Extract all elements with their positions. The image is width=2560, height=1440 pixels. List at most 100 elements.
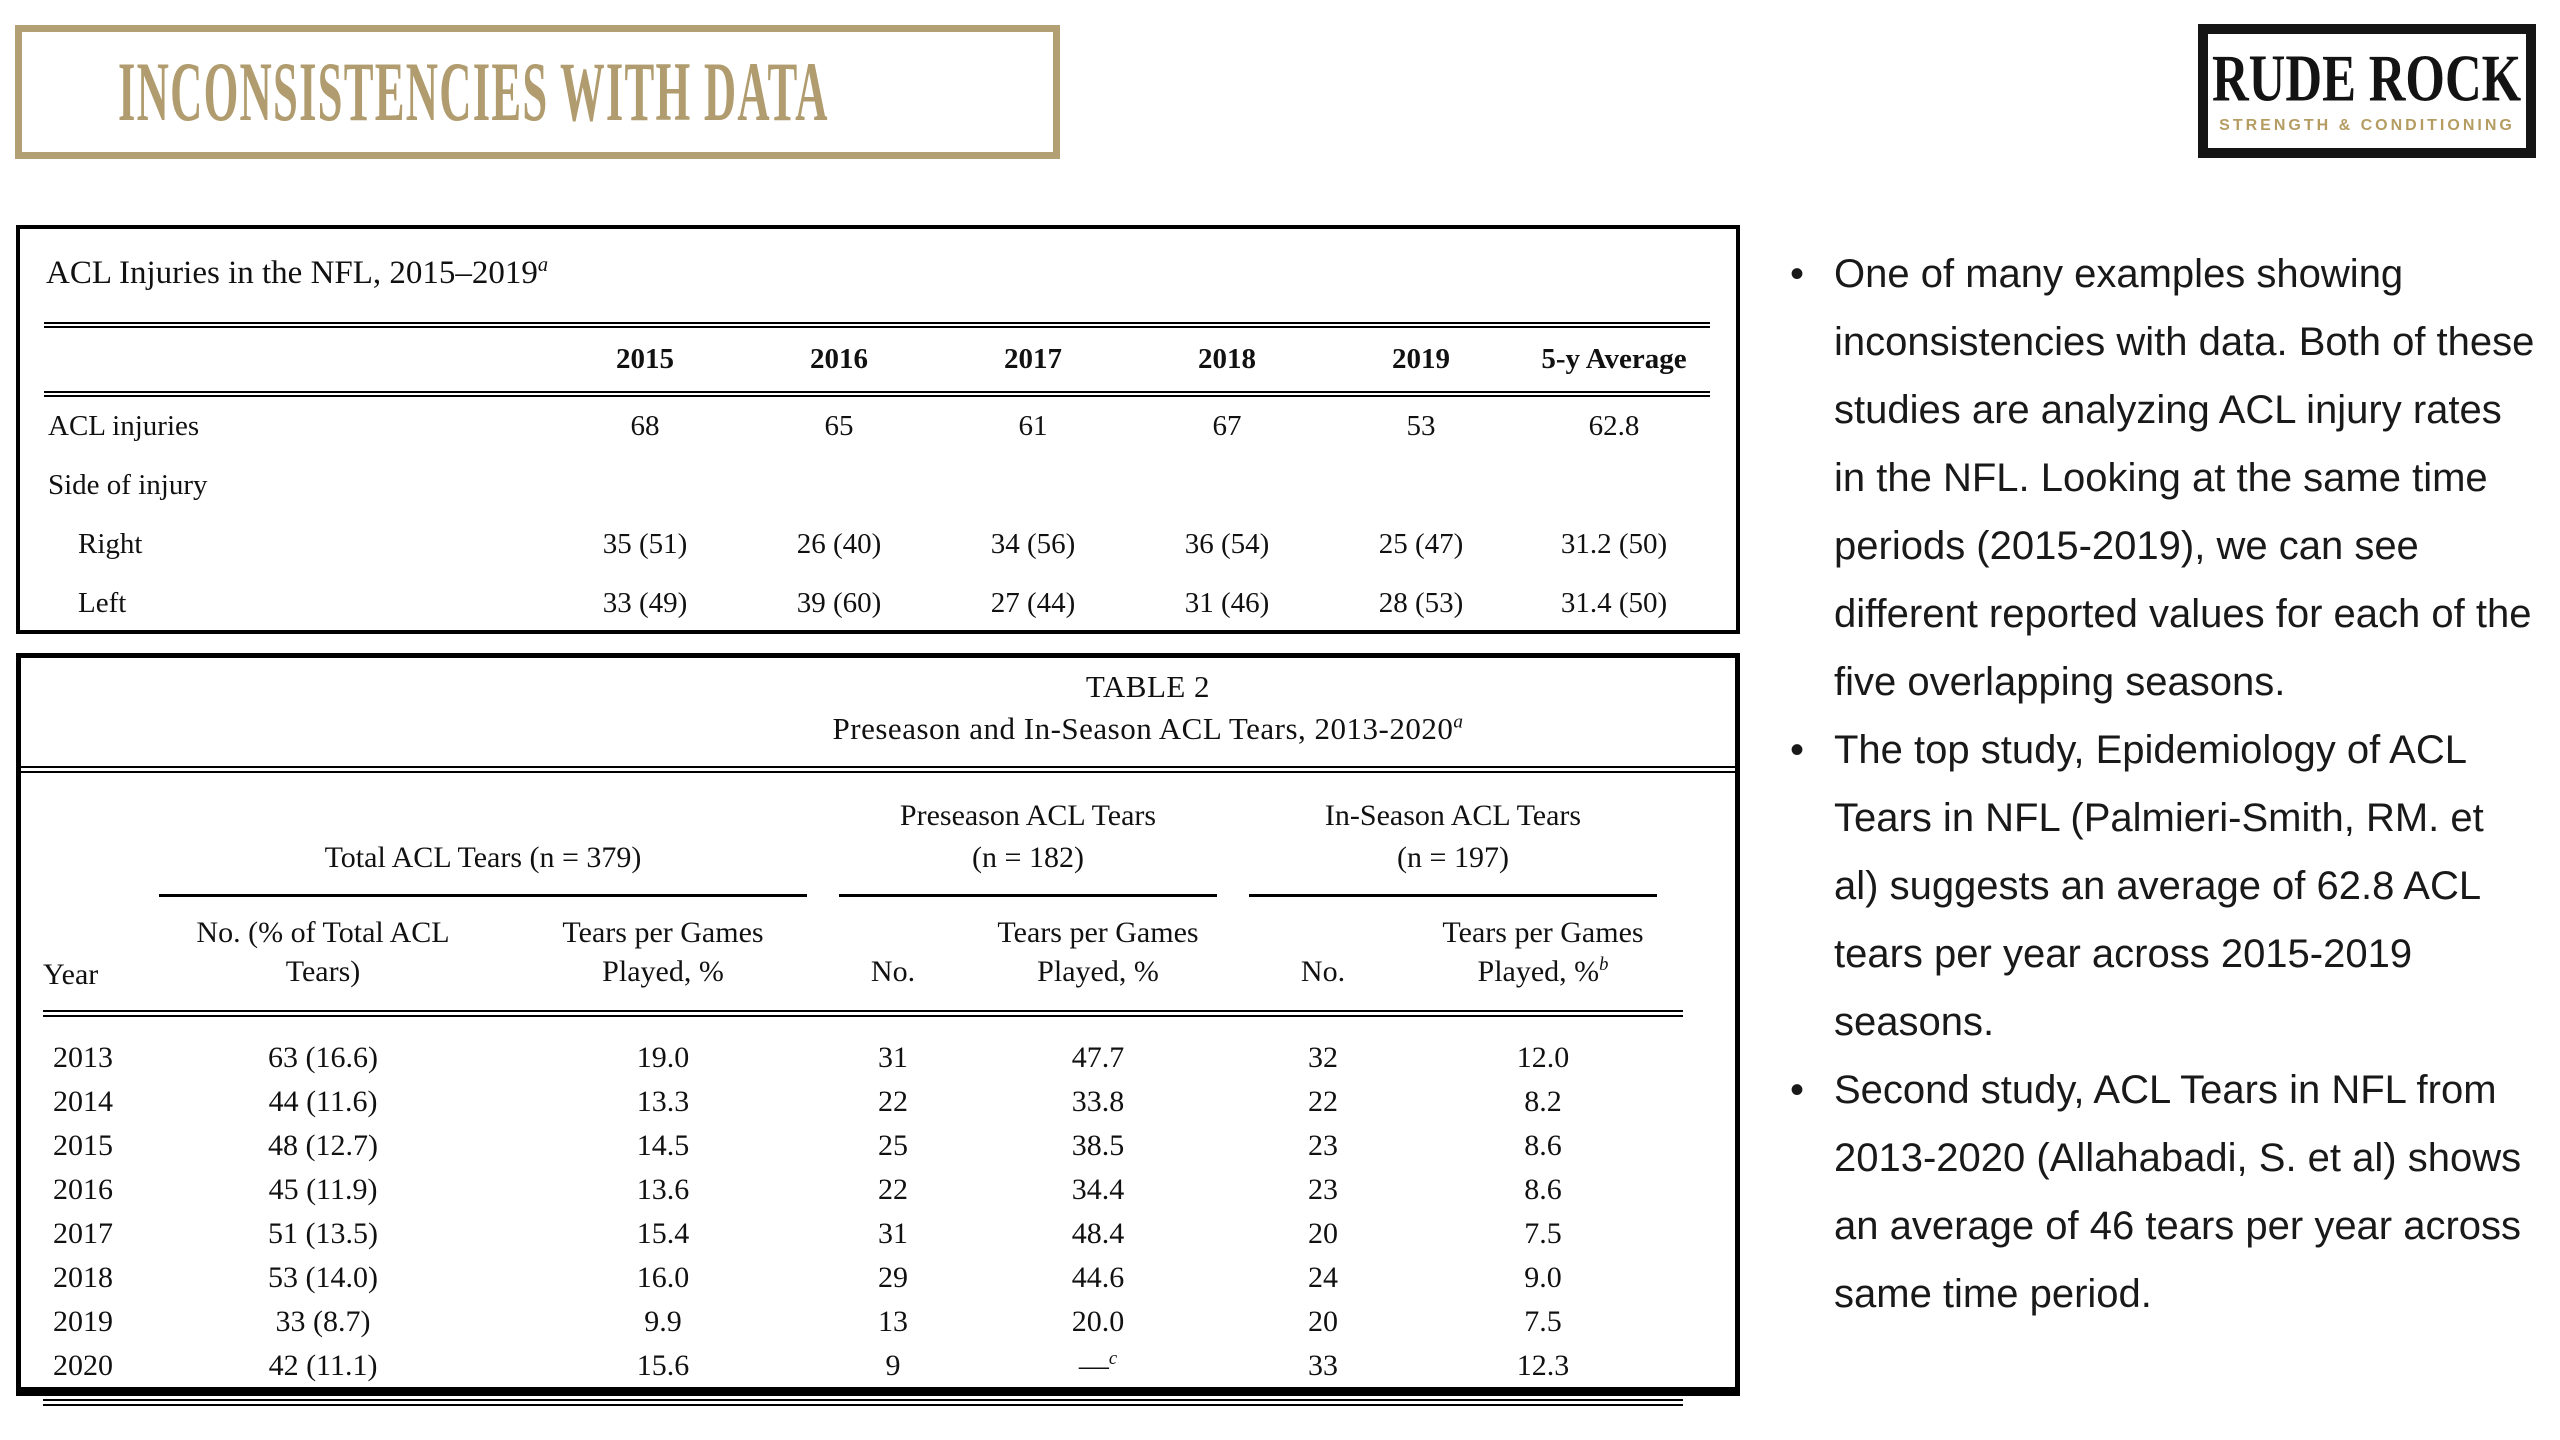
cell: 7.5 xyxy=(1524,1305,1562,1339)
cell: 23 xyxy=(1308,1173,1338,1207)
cell: 35 (51) xyxy=(602,528,688,560)
acl-injuries-table: 2015 2016 2017 2018 2019 5-y Average ACL inju… xyxy=(44,322,1710,633)
row-label: 2017 xyxy=(53,1217,113,1251)
preseason-inseason-table-figure: TABLE 2 Preseason and In-Season ACL Tear… xyxy=(16,653,1740,1403)
cell: 42 (11.1) xyxy=(268,1349,378,1383)
cell: 53 (14.0) xyxy=(268,1261,378,1295)
group-label: Total ACL Tears (n = 379) xyxy=(324,841,642,875)
rude-rock-logo: RUDE ROCK STRENGTH & CONDITIONING xyxy=(2198,24,2536,158)
row-label: 2018 xyxy=(53,1261,113,1295)
table-row: 2020 42 (11.1) 15.6 9 —c 33 12.3 xyxy=(43,1344,1683,1403)
cell: 32 xyxy=(1308,1041,1338,1075)
cell: 20 xyxy=(1308,1305,1338,1339)
cell: 16.0 xyxy=(636,1261,690,1295)
table2-subheader-row: Year No. (% of Total ACL Tears) Tears per … xyxy=(43,896,1683,1018)
acl-injuries-table-figure: ACL Injuries in the NFL, 2015–2019a 2015… xyxy=(16,225,1740,634)
table1-header-row: 2015 2016 2017 2018 2019 5-y Average xyxy=(44,322,1710,397)
column-header: No. xyxy=(833,896,953,1018)
cell: 51 (13.5) xyxy=(268,1217,378,1251)
table-row: 2015 48 (12.7) 14.5 25 38.5 23 8.6 xyxy=(43,1124,1683,1168)
table2-group-row: Total ACL Tears (n = 379) Preseason ACL … xyxy=(43,773,1683,897)
group-label: In-Season ACL Tears xyxy=(1324,798,1582,832)
empty-header-cell xyxy=(43,773,153,897)
cell: 25 (47) xyxy=(1378,528,1464,560)
cell: 31 (46) xyxy=(1184,587,1270,619)
logo-tagline: STRENGTH & CONDITIONING xyxy=(2219,116,2515,134)
cell xyxy=(548,456,742,515)
cell: 20 xyxy=(1308,1217,1338,1251)
table2-body: 2013 63 (16.6) 19.0 31 47.7 32 12.0 2014 44 (11.… xyxy=(43,1014,1683,1403)
cell: 36 (54) xyxy=(1184,528,1270,560)
cell: 26 (40) xyxy=(796,528,882,560)
column-group-header: In-Season ACL Tears (n = 197) xyxy=(1249,795,1657,897)
cell: 65 xyxy=(824,410,854,442)
cell: 7.5 xyxy=(1524,1217,1562,1251)
cell: 8.2 xyxy=(1524,1085,1562,1119)
cell: 63 (16.6) xyxy=(268,1041,378,1075)
cell: 24 xyxy=(1308,1261,1338,1295)
cell: 48.4 xyxy=(1071,1217,1125,1251)
row-label: Right xyxy=(78,528,143,560)
row-label: 2015 xyxy=(53,1129,113,1163)
cell: 33 (49) xyxy=(602,587,688,619)
cell: 13.6 xyxy=(636,1173,690,1207)
note-item: The top study, Epidemiology of ACL Tears… xyxy=(1788,716,2536,1056)
note-item: Second study, ACL Tears in NFL from 2013… xyxy=(1788,1056,2536,1328)
cell: 33 xyxy=(1308,1349,1338,1383)
cell: 19.0 xyxy=(636,1041,690,1075)
cell: 68 xyxy=(630,410,660,442)
cell: 47.7 xyxy=(1071,1041,1125,1075)
table-row: 2018 53 (14.0) 16.0 29 44.6 24 9.0 xyxy=(43,1256,1683,1300)
cell: 9.0 xyxy=(1524,1261,1562,1295)
page-title: INCONSISTENCIES WITH DATA xyxy=(118,44,829,139)
cell: 44.6 xyxy=(1071,1261,1125,1295)
cell: 13.3 xyxy=(636,1085,690,1119)
column-header: 5-y Average xyxy=(1518,322,1710,397)
row-label: Left xyxy=(78,587,127,619)
cell: 62.8 xyxy=(1588,410,1640,442)
group-label: Preseason ACL Tears xyxy=(899,798,1157,832)
row-label: 2020 xyxy=(53,1349,113,1383)
cell: 13 xyxy=(878,1305,908,1339)
column-header: 2016 xyxy=(742,322,936,397)
cell: 22 xyxy=(1308,1085,1338,1119)
table2-caption-line2: Preseason and In-Season ACL Tears, 2013-… xyxy=(832,710,1464,746)
cell: 8.6 xyxy=(1524,1173,1562,1207)
cell: 9 xyxy=(885,1349,901,1383)
table-row: 2017 51 (13.5) 15.4 31 48.4 20 7.5 xyxy=(43,1212,1683,1256)
column-header-text: Tears per Games Played, % xyxy=(997,915,1199,989)
column-header: Year xyxy=(43,896,153,1018)
cell: 61 xyxy=(1018,410,1048,442)
column-header: No. xyxy=(1243,896,1403,1018)
cell: 28 (53) xyxy=(1378,587,1464,619)
row-label: Side of injury xyxy=(48,469,208,501)
table2-caption-line1: TABLE 2 xyxy=(1085,669,1211,704)
cell xyxy=(1518,456,1710,515)
row-label: 2013 xyxy=(53,1041,113,1075)
cell: 31 xyxy=(878,1217,908,1251)
cell: 53 xyxy=(1406,410,1436,442)
cell: 23 xyxy=(1308,1129,1338,1163)
table-row: 2013 63 (16.6) 19.0 31 47.7 32 12.0 xyxy=(43,1014,1683,1081)
cell xyxy=(1324,456,1518,515)
cell: 8.6 xyxy=(1524,1129,1562,1163)
cell: 33.8 xyxy=(1071,1085,1125,1119)
cell: 14.5 xyxy=(636,1129,690,1163)
logo-wordmark: RUDE ROCK xyxy=(2212,41,2522,116)
column-header: 2019 xyxy=(1324,322,1518,397)
cell: 44 (11.6) xyxy=(268,1085,378,1119)
column-header: Tears per Games Played, %b xyxy=(1403,896,1683,1018)
row-label: ACL injuries xyxy=(48,410,200,442)
cell: 15.6 xyxy=(636,1349,690,1383)
cell: 12.3 xyxy=(1516,1349,1570,1383)
table-row: 2019 33 (8.7) 9.9 13 20.0 20 7.5 xyxy=(43,1300,1683,1344)
cell: 22 xyxy=(878,1085,908,1119)
cell: 48 (12.7) xyxy=(268,1129,378,1163)
column-header-text: No. xyxy=(870,955,916,989)
cell: —c xyxy=(1078,1348,1118,1383)
cell: 39 (60) xyxy=(796,587,882,619)
table2-caption: TABLE 2 Preseason and In-Season ACL Tear… xyxy=(21,658,1735,773)
table-row: 2014 44 (11.6) 13.3 22 33.8 22 8.2 xyxy=(43,1080,1683,1124)
row-label: 2016 xyxy=(53,1173,113,1207)
cell: 22 xyxy=(878,1173,908,1207)
